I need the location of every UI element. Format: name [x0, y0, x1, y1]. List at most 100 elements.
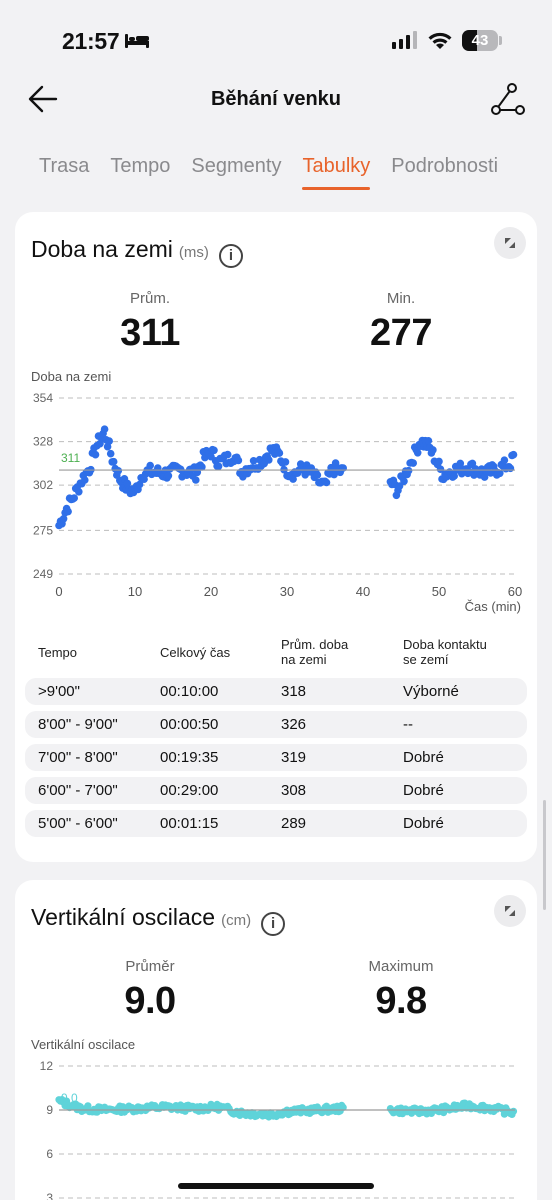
x-tick-label: 0	[55, 584, 62, 599]
data-point	[506, 464, 515, 473]
battery-icon: 43	[462, 30, 498, 51]
data-point	[496, 469, 504, 478]
data-point	[509, 1107, 518, 1115]
battery-level: 43	[471, 32, 489, 49]
ground-time-title-text: Doba na zemi	[31, 236, 173, 262]
row-total-time: 00:01:15	[160, 815, 219, 832]
y-tick-label: 275	[33, 523, 53, 537]
tab-trasa[interactable]: Trasa	[39, 155, 90, 177]
home-indicator[interactable]	[178, 1183, 374, 1189]
data-point	[313, 471, 322, 479]
data-point	[64, 507, 72, 516]
row-avg-ground-time: 326	[281, 716, 307, 733]
data-point	[275, 449, 284, 457]
y-tick-label: 9	[46, 1103, 53, 1117]
data-point	[109, 457, 118, 466]
vertical-oscillation-card: Vertikální oscilace (cm) i Průměr 9.0 Ma…	[15, 880, 537, 1200]
scrollbar[interactable]	[543, 800, 546, 910]
row-contact-rating: --	[403, 716, 413, 733]
table-header-contact-2: se zemí	[403, 652, 449, 667]
data-point	[339, 1103, 347, 1111]
data-point	[96, 439, 104, 448]
info-icon[interactable]: i	[218, 244, 243, 268]
y-tick-label: 354	[33, 391, 53, 405]
data-point	[114, 467, 123, 475]
ground-time-card: Doba na zemi (ms) i Prům. 311 Min. 277 D…	[15, 212, 537, 862]
back-arrow-icon[interactable]	[26, 82, 60, 116]
vertical-oscillation-maximum: Maximum 9.8	[301, 958, 501, 1023]
vertical-oscillation-average: Průměr 9.0	[50, 958, 250, 1023]
x-tick-label: 40	[356, 584, 370, 599]
row-contact-rating: Dobré	[403, 782, 444, 799]
data-point	[146, 461, 154, 470]
average-label: Prům.	[129, 290, 170, 307]
data-point	[70, 494, 78, 502]
table-header-avg-ground-time-2: na zemi	[281, 652, 327, 667]
y-tick-label: 249	[33, 567, 53, 581]
row-tempo: 8'00" - 9'00"	[38, 716, 118, 733]
average-value: 9.0	[124, 980, 176, 1022]
maximum-value: 9.8	[375, 980, 427, 1022]
row-avg-ground-time: 289	[281, 815, 307, 832]
maximum-label: Maximum	[368, 958, 434, 975]
route-icon[interactable]	[490, 82, 526, 116]
row-tempo: >9'00"	[38, 683, 80, 700]
info-icon[interactable]: i	[261, 912, 286, 936]
y-tick-label: 328	[33, 435, 53, 449]
row-total-time: 00:10:00	[160, 683, 219, 700]
row-avg-ground-time: 308	[281, 782, 307, 799]
y-tick-label: 3	[46, 1191, 53, 1200]
data-point	[223, 450, 232, 459]
ground-time-average: Prům. 311	[50, 290, 250, 355]
data-point	[424, 437, 433, 445]
x-tick-label: 20	[204, 584, 218, 599]
minimum-label: Min.	[386, 290, 416, 307]
row-total-time: 00:19:35	[160, 749, 219, 766]
row-avg-ground-time: 318	[281, 683, 307, 700]
tab-tabulky[interactable]: Tabulky	[302, 155, 371, 190]
table-row: 8'00" - 9'00" 00:00:50 326 --	[25, 711, 527, 738]
data-point	[106, 449, 115, 458]
data-point	[234, 456, 243, 465]
data-point	[395, 482, 404, 490]
status-time: 21:57	[62, 28, 120, 54]
data-point	[135, 480, 144, 489]
expand-icon[interactable]	[494, 227, 526, 259]
data-point	[429, 446, 437, 454]
sleep-focus-icon	[125, 34, 149, 48]
average-value: 311	[120, 312, 180, 354]
tab-segmenty[interactable]: Segmenty	[191, 155, 282, 177]
table-header-total-time: Celkový čas	[160, 645, 231, 660]
x-tick-label: 60	[508, 584, 522, 599]
data-point	[265, 456, 273, 464]
row-contact-rating: Dobré	[403, 815, 444, 832]
data-point	[249, 457, 258, 465]
vertical-oscillation-title: Vertikální oscilace (cm) i	[31, 904, 286, 936]
data-point	[164, 472, 173, 480]
data-point	[436, 465, 445, 473]
minimum-value: 277	[370, 312, 432, 354]
vertical-oscillation-chart-label: Vertikální oscilace	[31, 1037, 136, 1052]
tab-tempo[interactable]: Tempo	[110, 155, 171, 177]
row-total-time: 00:00:50	[160, 716, 219, 733]
data-point	[450, 472, 459, 480]
ground-time-title: Doba na zemi (ms) i	[31, 236, 243, 268]
row-avg-ground-time: 319	[281, 749, 307, 766]
data-point	[210, 446, 218, 455]
x-tick-label: 30	[280, 584, 294, 599]
data-point	[404, 466, 413, 475]
data-point	[75, 488, 83, 496]
page-title: Běhání venku	[210, 88, 342, 110]
data-point	[413, 449, 422, 457]
row-total-time: 00:29:00	[160, 782, 219, 799]
data-point	[59, 515, 68, 523]
row-tempo: 6'00" - 7'00"	[38, 782, 118, 799]
data-point	[440, 1109, 448, 1117]
expand-icon[interactable]	[494, 895, 526, 927]
data-point	[214, 462, 223, 471]
average-line-label: 311	[61, 451, 80, 465]
cellular-signal-icon	[392, 31, 417, 49]
data-point	[100, 425, 109, 433]
table-row: 6'00" - 7'00" 00:29:00 308 Dobré	[25, 777, 527, 804]
tab-podrobnosti[interactable]: Podrobnosti	[391, 155, 499, 177]
